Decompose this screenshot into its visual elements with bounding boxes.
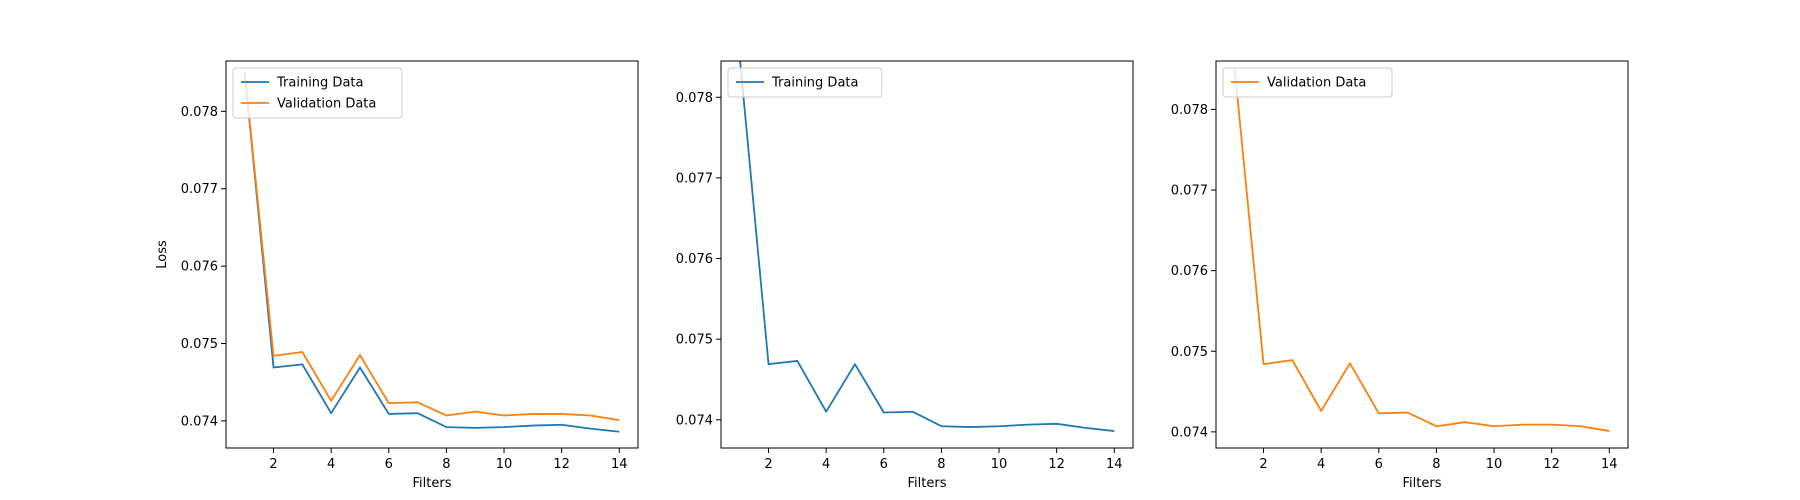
- x-axis-label: Filters: [1403, 476, 1442, 491]
- y-tick-label: 0.075: [676, 333, 713, 348]
- x-axis-label: Filters: [908, 476, 947, 491]
- series-line-validation-data: [243, 72, 620, 422]
- y-tick-label: 0.077: [181, 182, 218, 197]
- legend-box: [1222, 67, 1393, 98]
- x-tick-label: 10: [991, 457, 1008, 472]
- y-tick-label: 0.074: [1171, 425, 1208, 440]
- x-tick-label: 8: [442, 457, 450, 472]
- y-tick-label: 0.075: [1171, 345, 1208, 360]
- x-tick-label: 14: [611, 457, 628, 472]
- series-line-validation-data: [1233, 68, 1610, 432]
- x-tick-label: 4: [1317, 457, 1325, 472]
- legend: Validation Data: [1222, 67, 1393, 98]
- legend: Training Data: [727, 67, 883, 98]
- axes-frame: [225, 60, 639, 449]
- axes-frame: [720, 60, 1134, 449]
- y-tick-label: 0.076: [181, 260, 218, 275]
- x-tick-label: 2: [1259, 457, 1267, 472]
- y-tick-label: 0.078: [1171, 103, 1208, 118]
- legend-label: Training Data: [276, 76, 363, 91]
- x-tick-label: 6: [880, 457, 888, 472]
- legend-label: Validation Data: [277, 97, 376, 112]
- x-tick-label: 12: [553, 457, 570, 472]
- x-tick-label: 12: [1048, 457, 1065, 472]
- x-tick-label: 6: [385, 457, 393, 472]
- x-tick-label: 14: [1106, 457, 1123, 472]
- x-tick-label: 14: [1601, 457, 1618, 472]
- loss-chart-both: 2 4 6 8 10 12 14 0.074 0.075 0.076 0.077 0.078 Filte…: [155, 60, 639, 491]
- y-tick-label: 0.076: [1171, 264, 1208, 279]
- x-tick-label: 12: [1543, 457, 1560, 472]
- y-axis-label: Loss: [155, 240, 170, 269]
- legend-box: [727, 67, 883, 98]
- y-tick-label: 0.077: [1171, 184, 1208, 199]
- x-tick-label: 2: [269, 457, 277, 472]
- x-tick-label: 2: [764, 457, 772, 472]
- y-tick-label: 0.074: [676, 413, 713, 428]
- loss-chart-validation: 2 4 6 8 10 12 14 0.074 0.075 0.076 0.077 0.078 Filte…: [1171, 60, 1629, 491]
- x-axis-label: Filters: [413, 476, 452, 491]
- loss-chart-training: 2 4 6 8 10 12 14 0.074 0.075 0.076 0.077 0.078 Filte…: [676, 60, 1134, 491]
- legend-box: [232, 67, 403, 119]
- x-tick-label: 10: [1486, 457, 1503, 472]
- series-line-training-data: [243, 72, 620, 433]
- x-tick-label: 4: [822, 457, 830, 472]
- y-tick-label: 0.074: [181, 414, 218, 429]
- axes-frame: [1215, 60, 1629, 449]
- series-line-training-data: [739, 61, 1115, 432]
- y-tick-label: 0.075: [181, 337, 218, 352]
- legend-label: Validation Data: [1267, 76, 1366, 91]
- y-tick-label: 0.078: [676, 91, 713, 106]
- legend: Training Data Validation Data: [232, 67, 403, 119]
- x-tick-label: 8: [937, 457, 945, 472]
- y-tick-label: 0.078: [181, 105, 218, 120]
- x-tick-label: 8: [1432, 457, 1440, 472]
- x-tick-label: 4: [327, 457, 335, 472]
- legend-label: Training Data: [771, 76, 858, 91]
- x-tick-label: 10: [496, 457, 513, 472]
- x-tick-label: 6: [1375, 457, 1383, 472]
- y-tick-label: 0.076: [676, 252, 713, 267]
- y-tick-label: 0.077: [676, 171, 713, 186]
